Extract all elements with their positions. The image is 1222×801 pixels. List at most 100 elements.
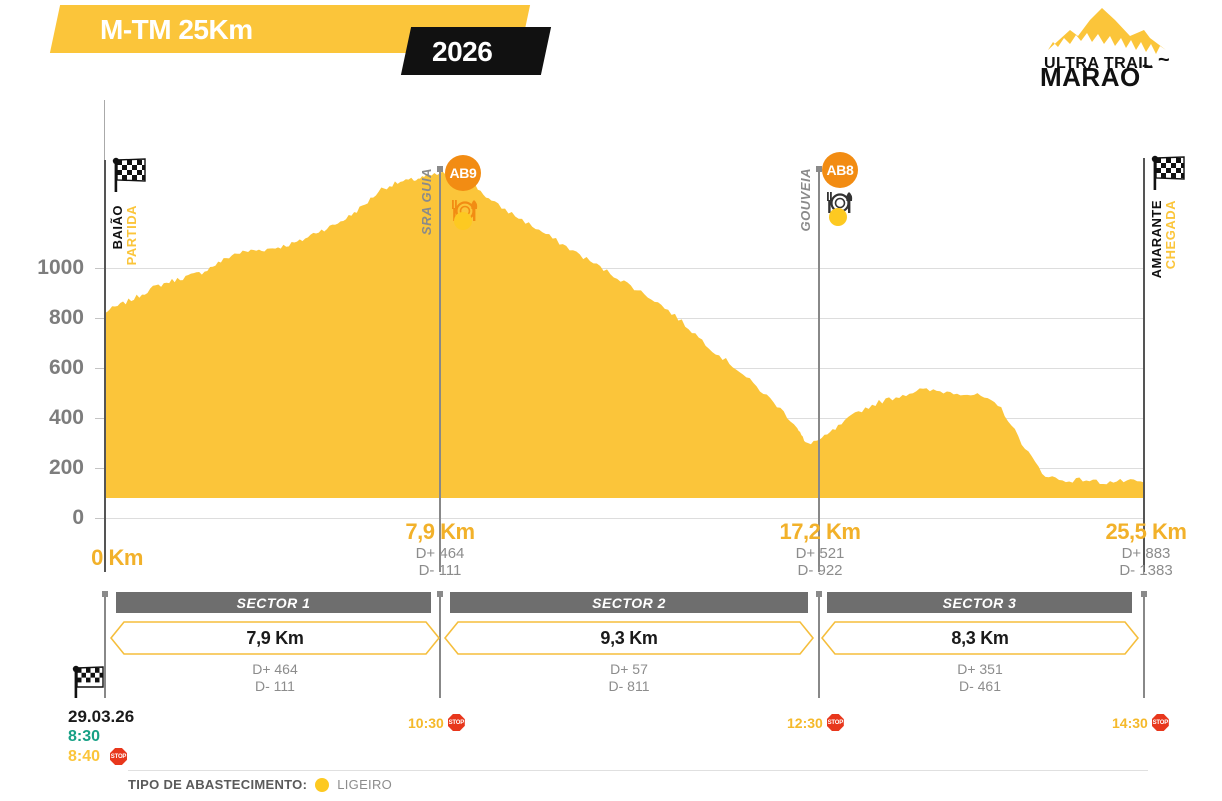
sector-dminus-2: D- 811: [608, 677, 650, 694]
sector-dminus-1: D- 111: [255, 677, 295, 694]
distance-km-ab9: 7,9 Km: [405, 519, 475, 544]
distance-label-ab9: 7,9 Km D+ 464 D- 111: [380, 519, 500, 580]
sector-bar-3: SECTOR 3: [827, 592, 1132, 613]
marker-pole-ab8: [818, 168, 820, 572]
logo-line2: MARAO: [1040, 62, 1141, 88]
sector-distance-1: 7,9 Km: [246, 627, 304, 648]
sector-dminus-3: D- 461: [958, 677, 1002, 694]
sector-label-1: SECTOR 1: [236, 594, 311, 611]
cutoff-time-label-ab8: 12:30: [787, 714, 823, 731]
cutoff-time-ab9: 10:30 STOP: [408, 714, 465, 731]
marker-role-start: PARTIDA: [124, 205, 139, 266]
sector-gain-2: D+ 57 D- 811: [544, 661, 714, 695]
distance-label-ab8: 17,2 Km D+ 521 D- 922: [760, 519, 880, 580]
distance-label-start: 0 Km: [62, 545, 172, 571]
y-axis: 1000 800 600 400 200 0: [0, 100, 96, 570]
tick-stub-600: [95, 368, 104, 369]
legend-value: LIGEIRO: [337, 777, 393, 792]
sector-dplus-3: D+ 351: [957, 661, 1003, 677]
distance-dplus-ab8: D+ 521: [795, 545, 845, 562]
page-title: M-TM 25Km: [100, 14, 253, 45]
checkered-flag-icon-start: [108, 154, 152, 198]
sector-distance-3: 8,3 Km: [951, 627, 1009, 648]
distance-km-ab8: 17,2 Km: [779, 519, 861, 544]
logo-tilde-over-a: ~: [1142, 56, 1153, 76]
year-label: 2026: [432, 36, 493, 67]
distance-dplus-finish: D+ 883: [1121, 545, 1171, 562]
marker-name-finish: AMARANTE: [1149, 200, 1164, 279]
aid-station-badge-ab9[interactable]: AB9: [445, 155, 481, 191]
sector-dplus-1: D+ 464: [252, 661, 298, 677]
supply-dot-ab9: [454, 212, 472, 230]
page-header: M-TM 25Km 2026 ULTRA TRAIL ~ MARAO ~: [0, 0, 1222, 100]
legend-divider: [128, 770, 1148, 771]
stop-badge-ab9: STOP: [447, 714, 465, 731]
mountain-icon: [1048, 8, 1166, 54]
gridline-1000: [104, 268, 1144, 269]
distance-dminus-ab8: D- 922: [797, 562, 843, 580]
sector-pole-1: [439, 593, 441, 698]
cutoff-time-finish: 14:30 STOP: [1112, 714, 1169, 731]
checkered-flag-icon-schedule: [68, 662, 112, 706]
y-tick-800: 800: [48, 306, 84, 329]
start-time-first: 8:30: [68, 728, 101, 745]
legend-dot-icon: [315, 777, 330, 792]
aid-station-badge-ab8[interactable]: AB8: [822, 152, 858, 188]
y-tick-0: 0: [72, 506, 84, 529]
marker-role-finish: CHEGADA: [1163, 200, 1178, 270]
sector-gain-3: D+ 351 D- 461: [895, 661, 1065, 695]
cutoff-time-label-finish: 14:30: [1112, 714, 1148, 731]
sectors-panel: SECTOR 1 7,9 Km D+ 464 D- 111 SECTOR 2 9…: [0, 585, 1222, 705]
marker-name-ab9: SRA GUIA: [419, 168, 434, 236]
sector-pole-cap-0: [102, 591, 108, 597]
y-tick-1000: 1000: [37, 256, 84, 279]
distance-dminus-finish: D- 1383: [1119, 562, 1173, 580]
sector-pole-cap-3: [1141, 591, 1147, 597]
marker-pole-finish: [1143, 158, 1145, 572]
marker-name-start: BAIÃO: [110, 205, 125, 250]
sector-bar-2: SECTOR 2: [450, 592, 808, 613]
sector-gain-1: D+ 464 D- 111: [190, 661, 360, 695]
gridline-0: [104, 518, 1144, 519]
pole-cap-ab9: [437, 166, 443, 172]
pole-cap-ab8: [816, 166, 822, 172]
y-tick-200: 200: [48, 456, 84, 479]
marker-name-ab8: GOUVEIA: [798, 168, 813, 232]
cutlery-icon-ab9: [449, 198, 481, 224]
cutoff-time-ab8: 12:30 STOP: [787, 714, 844, 731]
tick-stub-200: [95, 468, 104, 469]
sector-pole-0: [104, 593, 106, 698]
sector-pole-cap-2: [816, 591, 822, 597]
checkered-flag-icon-finish: [1147, 152, 1191, 196]
distance-label-finish: 25,5 Km D+ 883 D- 1383: [1084, 519, 1208, 580]
supply-legend: TIPO DE ABASTECIMENTO: LIGEIRO: [128, 777, 392, 792]
stop-badge-start: STOP: [110, 748, 127, 765]
distance-dminus-ab9: D- 111: [418, 562, 462, 580]
sector-pole-cap-1: [437, 591, 443, 597]
elevation-area-series: [104, 171, 1144, 498]
aid-station-badge-label-ab8: AB8: [826, 162, 854, 178]
legend-title: TIPO DE ABASTECIMENTO:: [128, 777, 308, 792]
y-tick-400: 400: [48, 406, 84, 429]
tick-stub-0: [95, 518, 104, 519]
plot-area: [95, 100, 1144, 570]
schedule-panel: 29.03.26 8:30 8:40 STOP 10:30 STOP 12:30…: [0, 665, 1222, 765]
sector-label-2: SECTOR 2: [592, 594, 666, 611]
distance-km-start: 0 Km: [91, 545, 143, 570]
elevation-chart: 1000 800 600 400 200 0: [0, 100, 1222, 572]
logo-line1: ULTRA TRAIL: [1044, 55, 1153, 72]
start-time-second: 8:40: [68, 748, 101, 765]
sector-chevron-3: 8,3 Km: [821, 621, 1139, 655]
sector-label-3: SECTOR 3: [942, 594, 1017, 611]
cutoff-time-label-ab9: 10:30: [408, 714, 444, 731]
aid-station-badge-label-ab9: AB9: [449, 165, 477, 181]
tick-stub-1000: [95, 268, 104, 269]
sector-pole-2: [818, 593, 820, 698]
marker-pole-ab9: [439, 168, 441, 572]
cutlery-icon-ab8: [824, 190, 856, 216]
distance-km-finish: 25,5 Km: [1105, 519, 1187, 544]
sector-pole-3: [1143, 593, 1145, 698]
sector-dplus-2: D+ 57: [610, 661, 648, 677]
sector-chevron-2: 9,3 Km: [444, 621, 814, 655]
distance-dplus-ab9: D+ 464: [415, 545, 465, 562]
